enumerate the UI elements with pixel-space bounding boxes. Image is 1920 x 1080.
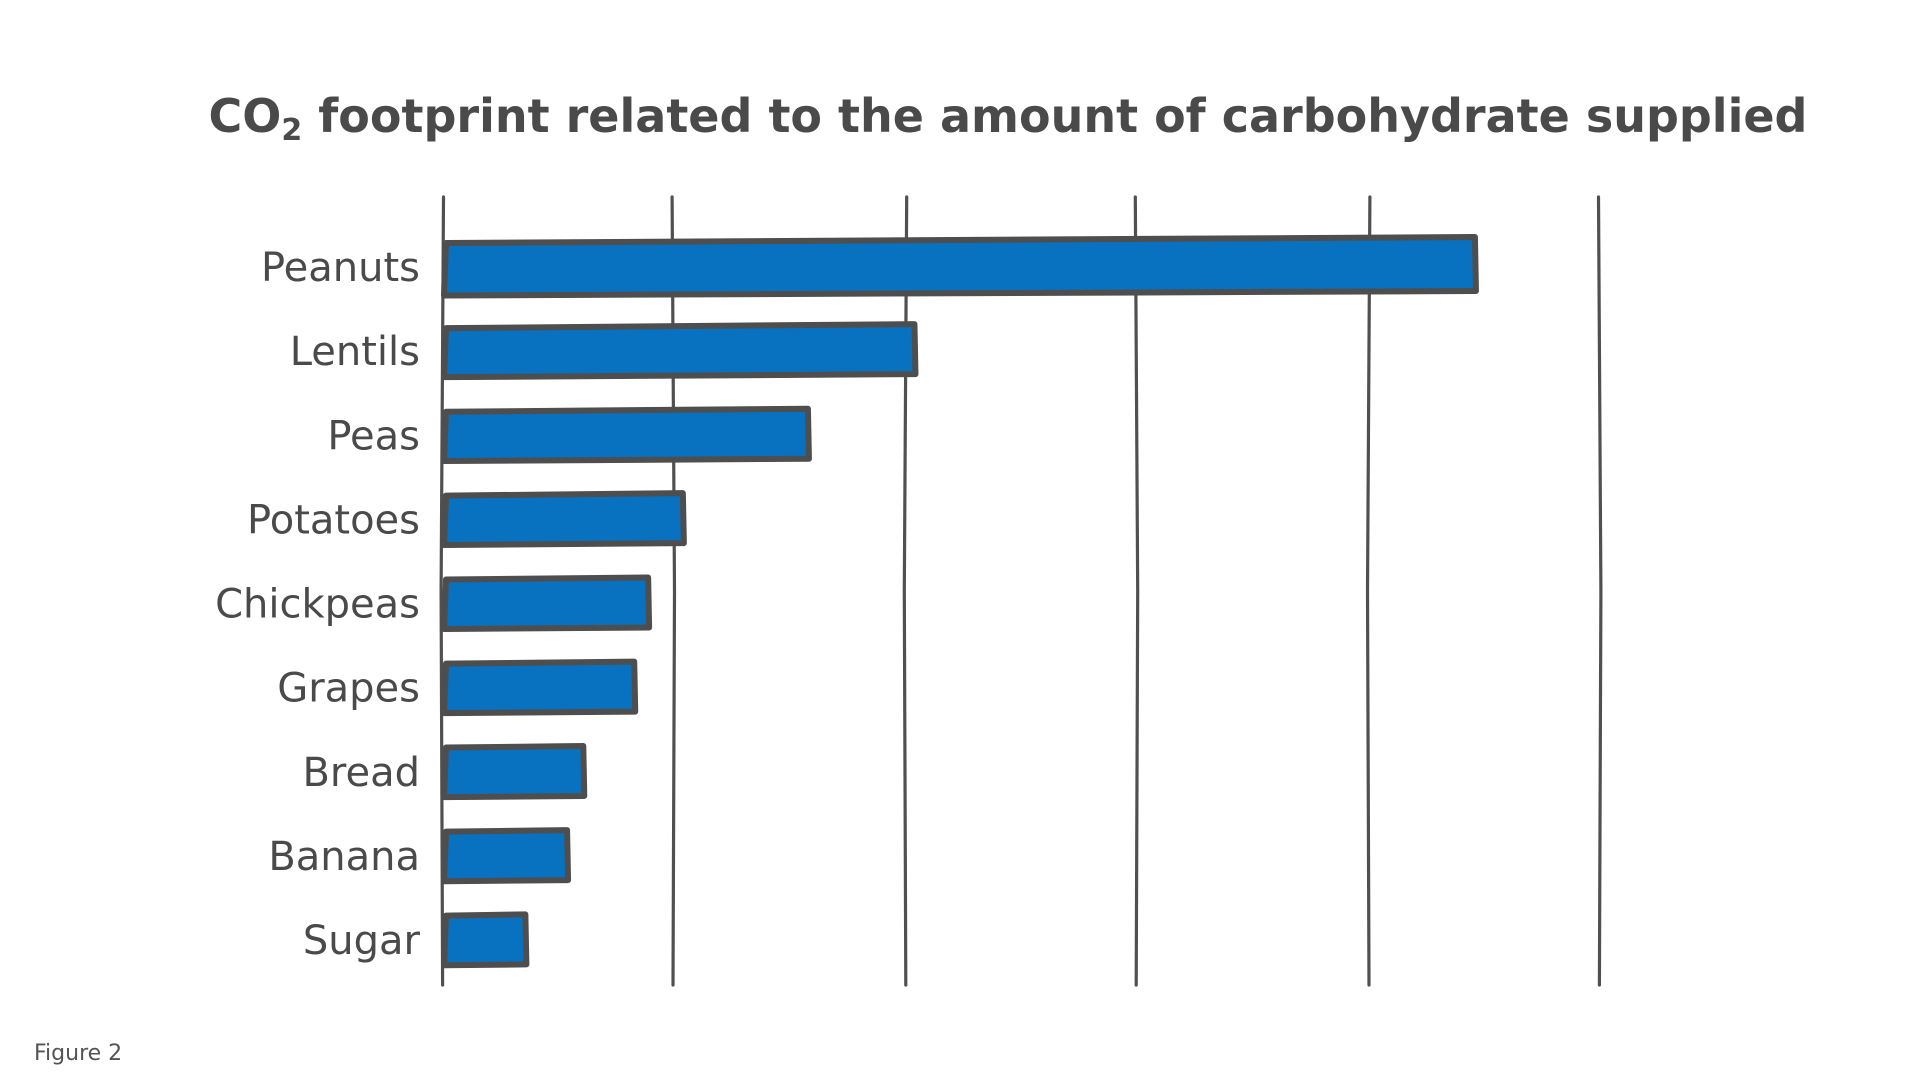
bar-peas bbox=[441, 405, 812, 464]
bar-chickpeas bbox=[441, 574, 653, 632]
bar-lentils bbox=[441, 321, 919, 381]
category-label-grapes: Grapes bbox=[277, 666, 420, 712]
bar-potatoes bbox=[441, 490, 687, 548]
category-label-peanuts: Peanuts bbox=[261, 245, 420, 291]
bar-banana bbox=[441, 827, 572, 885]
category-label-lentils: Lentils bbox=[290, 329, 420, 375]
chart-title-suffix: footprint related to the amount of carbo… bbox=[302, 89, 1807, 143]
bar-grapes bbox=[441, 658, 639, 717]
bar-bread bbox=[441, 742, 588, 801]
bar-peanuts bbox=[441, 234, 1479, 299]
category-labels: Peanuts Lentils Peas Potatoes Chickpeas Grape… bbox=[215, 245, 420, 964]
chart-title-prefix: CO bbox=[209, 89, 282, 143]
grid-line bbox=[670, 195, 677, 987]
figure-caption: Figure 2 bbox=[34, 1041, 122, 1066]
category-label-banana: Banana bbox=[268, 834, 420, 880]
grid-line bbox=[439, 195, 446, 987]
category-label-sugar: Sugar bbox=[303, 918, 421, 964]
grid-line bbox=[1133, 195, 1140, 987]
chart-title: CO2 footprint related to the amount of c… bbox=[209, 89, 1808, 148]
bars bbox=[441, 234, 1479, 969]
grid-line bbox=[1596, 195, 1603, 987]
category-label-chickpeas: Chickpeas bbox=[215, 582, 420, 628]
category-label-peas: Peas bbox=[327, 413, 420, 459]
category-label-potatoes: Potatoes bbox=[247, 497, 420, 543]
bar-sugar bbox=[441, 911, 530, 969]
chart-title-subscript: 2 bbox=[281, 113, 302, 148]
grid-line bbox=[902, 195, 909, 987]
category-label-bread: Bread bbox=[302, 750, 420, 796]
grid-line bbox=[1365, 195, 1372, 987]
